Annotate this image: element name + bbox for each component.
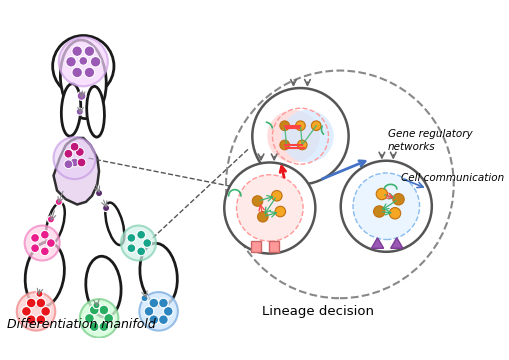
Circle shape xyxy=(163,306,173,316)
Circle shape xyxy=(46,239,55,247)
Ellipse shape xyxy=(60,40,106,118)
Circle shape xyxy=(79,57,88,65)
Ellipse shape xyxy=(46,203,65,245)
Circle shape xyxy=(392,194,404,205)
Circle shape xyxy=(77,158,86,167)
Circle shape xyxy=(340,161,431,252)
Circle shape xyxy=(77,91,86,100)
Circle shape xyxy=(53,137,95,179)
FancyBboxPatch shape xyxy=(268,241,279,252)
Circle shape xyxy=(99,305,108,315)
Circle shape xyxy=(236,175,302,241)
Circle shape xyxy=(252,196,262,206)
Circle shape xyxy=(70,158,79,167)
Ellipse shape xyxy=(25,242,64,307)
Text: Gene regulatory
networks: Gene regulatory networks xyxy=(387,129,472,152)
Circle shape xyxy=(40,247,49,256)
Ellipse shape xyxy=(86,256,121,318)
Circle shape xyxy=(136,247,145,256)
Circle shape xyxy=(388,208,400,219)
Circle shape xyxy=(72,67,82,78)
Circle shape xyxy=(102,204,109,212)
PathPatch shape xyxy=(53,138,99,204)
Circle shape xyxy=(64,149,73,158)
FancyBboxPatch shape xyxy=(250,241,261,252)
Circle shape xyxy=(36,290,43,297)
Circle shape xyxy=(66,57,76,67)
Circle shape xyxy=(93,302,100,309)
Ellipse shape xyxy=(61,84,80,136)
Circle shape xyxy=(95,190,102,197)
Text: Cell communication: Cell communication xyxy=(401,173,503,183)
Circle shape xyxy=(40,230,49,239)
Circle shape xyxy=(26,298,36,308)
Circle shape xyxy=(121,225,156,261)
Circle shape xyxy=(141,295,148,302)
Circle shape xyxy=(279,121,289,131)
Circle shape xyxy=(90,57,101,67)
Circle shape xyxy=(274,206,285,217)
Circle shape xyxy=(257,212,268,222)
Circle shape xyxy=(41,306,50,316)
Circle shape xyxy=(295,121,305,131)
Circle shape xyxy=(52,36,114,97)
Circle shape xyxy=(24,225,60,261)
Circle shape xyxy=(76,108,83,115)
Circle shape xyxy=(376,188,387,200)
Circle shape xyxy=(158,298,168,308)
Circle shape xyxy=(127,234,135,242)
Circle shape xyxy=(99,322,108,332)
Ellipse shape xyxy=(87,86,104,137)
Circle shape xyxy=(267,110,319,162)
Circle shape xyxy=(136,230,145,239)
Circle shape xyxy=(59,37,107,86)
Circle shape xyxy=(224,162,315,253)
Circle shape xyxy=(70,142,79,151)
Circle shape xyxy=(158,315,168,324)
Circle shape xyxy=(279,140,289,150)
Ellipse shape xyxy=(105,203,124,245)
Circle shape xyxy=(127,244,135,253)
Circle shape xyxy=(280,110,333,162)
Circle shape xyxy=(72,46,82,57)
Circle shape xyxy=(144,306,154,316)
Circle shape xyxy=(149,298,158,308)
Circle shape xyxy=(84,46,95,57)
Circle shape xyxy=(84,67,95,78)
Ellipse shape xyxy=(139,243,177,306)
Circle shape xyxy=(89,322,99,332)
Circle shape xyxy=(31,234,39,242)
Circle shape xyxy=(55,198,62,206)
Circle shape xyxy=(271,190,281,201)
Circle shape xyxy=(373,206,384,217)
Circle shape xyxy=(89,305,99,315)
Text: Differentiation manifold: Differentiation manifold xyxy=(7,318,156,330)
Circle shape xyxy=(143,239,151,247)
Circle shape xyxy=(64,160,73,168)
Circle shape xyxy=(311,121,320,131)
Circle shape xyxy=(79,299,118,338)
Text: Lineage decision: Lineage decision xyxy=(262,305,373,318)
Circle shape xyxy=(17,292,55,330)
Circle shape xyxy=(26,315,36,324)
Circle shape xyxy=(252,88,348,184)
Circle shape xyxy=(104,314,114,323)
Circle shape xyxy=(36,315,46,324)
Circle shape xyxy=(47,216,54,223)
Circle shape xyxy=(297,140,306,150)
Circle shape xyxy=(84,314,94,323)
Circle shape xyxy=(352,173,419,239)
Circle shape xyxy=(21,306,31,316)
Circle shape xyxy=(149,315,158,324)
Circle shape xyxy=(36,298,46,308)
Circle shape xyxy=(139,292,178,330)
Polygon shape xyxy=(371,238,383,248)
Circle shape xyxy=(75,148,84,156)
Polygon shape xyxy=(390,238,402,248)
Circle shape xyxy=(31,244,39,253)
